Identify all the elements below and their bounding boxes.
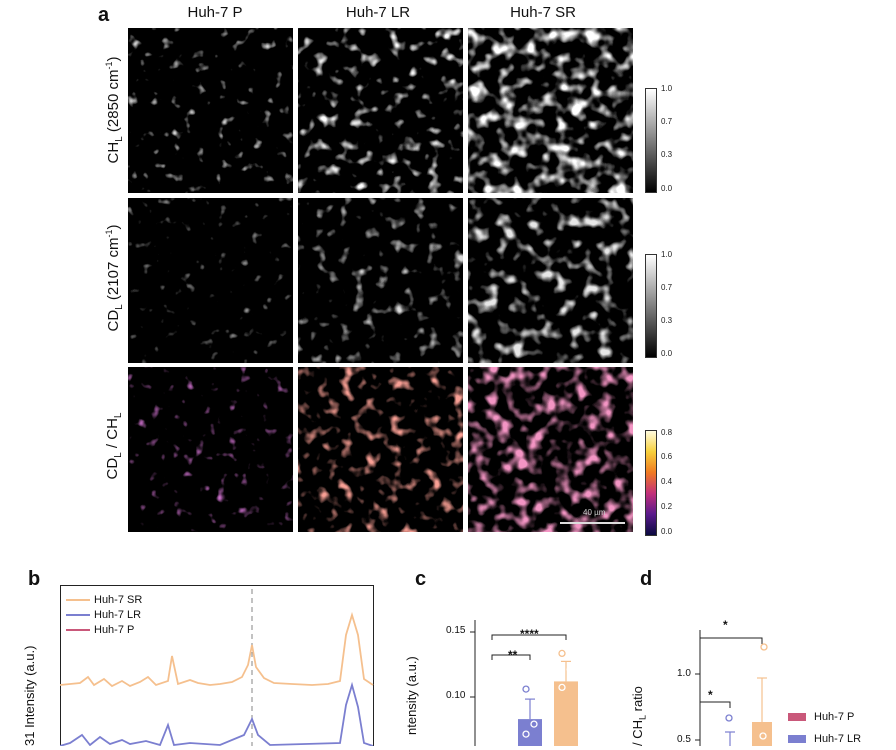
cbar1-tick-2: 0.7 [661, 117, 673, 126]
sig-bracket-lr [491, 654, 531, 660]
d-ytick-label-10: 1.0 [677, 668, 691, 679]
bar-lr [518, 719, 542, 746]
d-sr-dot [760, 643, 768, 651]
panel-d-letter: d [640, 568, 653, 590]
data-dot-sr [566, 665, 574, 674]
colorbar-fire [645, 430, 657, 536]
column-header-p: Huh-7 P [187, 4, 243, 21]
d-bar-sr [752, 722, 772, 746]
c-sig-label-sr: **** [520, 627, 539, 641]
spectrum-lr [60, 681, 374, 746]
row-label-ratio: CDL / CHL [104, 412, 124, 480]
panel-c-letter: c [415, 568, 427, 590]
cbar3-tick-3: 0.4 [661, 477, 673, 486]
c-ytick-label-015: 0.15 [446, 625, 466, 636]
d-sig-label-2: * [708, 688, 713, 702]
row-label-ch: CHL (2850 cm-1) [104, 56, 125, 164]
cbar2-tick-2: 0.7 [661, 283, 673, 292]
data-dot-lr [522, 730, 530, 738]
bar-chart-d [695, 630, 772, 746]
cbar3-tick-5: 0.0 [661, 527, 673, 536]
cbar3-tick-1: 0.8 [661, 428, 673, 437]
d-ytick-label-05: 0.5 [677, 734, 691, 745]
bar-chart-c [470, 620, 578, 746]
legend-label-sr: Huh-7 SR [94, 593, 143, 606]
cbar3-tick-2: 0.6 [661, 452, 673, 461]
legend-item-sr: Huh-7 SR [66, 592, 142, 607]
legend-b: Huh-7 SR Huh-7 LR Huh-7 P [66, 592, 142, 637]
panel-d-ylabel: / CHL ratio [630, 686, 648, 746]
colorbar-gray-1 [645, 88, 657, 193]
scale-bar-label: 40 µm [583, 508, 606, 517]
spectrum-sr [60, 611, 374, 688]
cbar1-tick-3: 0.3 [661, 150, 673, 159]
legend-d-item-lr: Huh-7 LR [788, 728, 861, 750]
c-ytick-label-010: 0.10 [446, 690, 466, 701]
cbar2-tick-4: 0.0 [661, 349, 673, 358]
data-dot-lr [530, 720, 538, 728]
legend-d-label-p: Huh-7 P [814, 711, 855, 723]
d-sig-bracket-2 [700, 701, 731, 708]
d-lr-dot [725, 714, 733, 722]
legend-swatch-lr [66, 613, 90, 616]
data-dot-lr [522, 685, 530, 693]
legend-d-item-p: Huh-7 P [788, 706, 861, 728]
cbar2-tick-3: 0.3 [661, 316, 673, 325]
cbar1-tick-4: 0.0 [661, 184, 673, 193]
legend-swatch-p [66, 628, 90, 631]
legend-item-lr: Huh-7 LR [66, 607, 142, 622]
spectra-plot [60, 585, 374, 746]
legend-d-swatch-p [788, 713, 806, 721]
d-sig-label-1: * [723, 618, 728, 632]
legend-item-p: Huh-7 P [66, 622, 142, 637]
legend-d-label-lr: Huh-7 LR [814, 733, 862, 745]
column-header-lr: Huh-7 LR [345, 4, 411, 21]
legend-swatch-sr [66, 598, 90, 601]
d-sig-bracket-1 [700, 637, 763, 644]
panel-b-ylabel: 31 Intensity (a.u.) [22, 645, 37, 746]
panel-c-ylabel: ntensity (a.u.) [404, 656, 419, 735]
bar-sr [554, 681, 578, 746]
microscopy-grid [128, 28, 633, 532]
column-header-sr: Huh-7 SR [510, 4, 576, 21]
data-dot-sr [558, 649, 566, 658]
cbar3-tick-4: 0.2 [661, 502, 673, 511]
panel-b-letter: b [28, 568, 41, 590]
colorbar-gray-2 [645, 254, 657, 358]
panel-a-letter: a [98, 4, 110, 26]
data-dot-sr [558, 683, 566, 692]
legend-d-swatch-lr [788, 735, 806, 743]
cbar1-tick-1: 1.0 [661, 84, 673, 93]
row-label-cd: CDL (2107 cm-1) [104, 224, 125, 332]
c-sig-label-lr: ** [508, 648, 518, 662]
cbar2-tick-1: 1.0 [661, 250, 673, 259]
legend-d: Huh-7 P Huh-7 LR [788, 706, 861, 750]
legend-label-p: Huh-7 P [94, 623, 135, 636]
legend-label-lr: Huh-7 LR [94, 608, 142, 621]
sig-bracket-sr [491, 634, 567, 640]
